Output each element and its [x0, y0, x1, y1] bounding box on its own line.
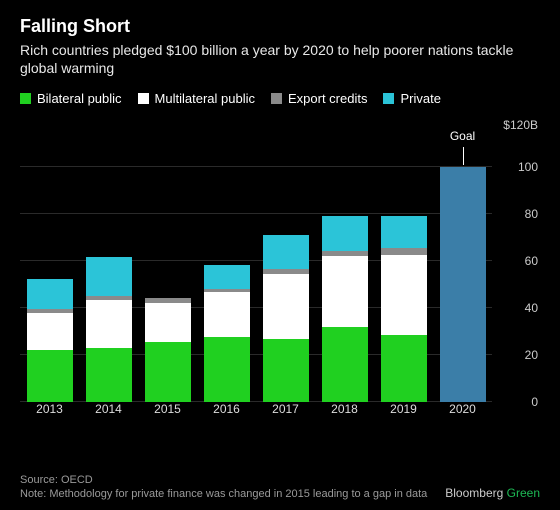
bar-segment	[86, 257, 132, 296]
legend-label: Multilateral public	[155, 91, 255, 106]
brand-accent: Green	[507, 486, 540, 500]
bar-segment	[263, 235, 309, 269]
bars: Goal	[20, 120, 492, 402]
legend-item: Private	[383, 91, 440, 106]
x-tick-label: 2019	[381, 402, 427, 420]
plot: Goal	[20, 120, 492, 402]
legend-label: Bilateral public	[37, 91, 122, 106]
goal-tick	[463, 147, 464, 165]
chart-subtitle: Rich countries pledged $100 billion a ye…	[20, 41, 540, 77]
chart-title: Falling Short	[20, 16, 540, 37]
legend-item: Export credits	[271, 91, 367, 106]
bar-segment	[381, 335, 427, 403]
legend: Bilateral public Multilateral public Exp…	[20, 91, 540, 106]
x-axis: 2013 2014 2015 2016 2017 2018 2019 2020	[20, 402, 492, 420]
x-tick-label: 2017	[263, 402, 309, 420]
goal-label: Goal	[450, 129, 475, 143]
bar-segment	[322, 327, 368, 402]
bar-segment	[263, 274, 309, 339]
bar-column	[322, 216, 368, 402]
legend-item: Multilateral public	[138, 91, 255, 106]
chart-card: Falling Short Rich countries pledged $10…	[0, 0, 560, 510]
legend-swatch	[138, 93, 149, 104]
bar-segment	[381, 216, 427, 249]
goal-bar	[440, 167, 486, 402]
bar-column	[381, 216, 427, 403]
legend-swatch	[383, 93, 394, 104]
bar-column: Goal	[440, 167, 486, 402]
footer: Source: OECD Note: Methodology for priva…	[20, 474, 540, 500]
brand: Bloomberg Green	[445, 486, 540, 500]
bar-segment	[381, 255, 427, 335]
x-tick-label: 2014	[86, 402, 132, 420]
brand-main: Bloomberg	[445, 486, 503, 500]
source-text: Source: OECD	[20, 474, 540, 486]
bar-column	[263, 235, 309, 402]
y-tick-label: 0	[496, 395, 538, 409]
bar-segment	[86, 300, 132, 348]
x-tick-label: 2016	[204, 402, 250, 420]
legend-swatch	[20, 93, 31, 104]
bar-segment	[322, 256, 368, 328]
legend-item: Bilateral public	[20, 91, 122, 106]
bar-segment	[322, 216, 368, 251]
legend-swatch	[271, 93, 282, 104]
bar-segment	[27, 350, 73, 403]
bar-segment	[204, 292, 250, 336]
bar-column	[204, 265, 250, 402]
bar-column	[27, 279, 73, 402]
bar-column	[86, 257, 132, 402]
bar-segment	[204, 337, 250, 403]
chart-area: $120B Goal 20132014201520162017201820192…	[20, 120, 540, 420]
x-tick-label: 2018	[322, 402, 368, 420]
legend-label: Private	[400, 91, 440, 106]
bar-segment	[263, 339, 309, 402]
bar-segment	[145, 342, 191, 403]
y-axis-label-top: $120B	[503, 118, 538, 132]
x-tick-label: 2020	[440, 402, 486, 420]
y-tick-label: 20	[496, 348, 538, 362]
legend-label: Export credits	[288, 91, 367, 106]
bar-column	[145, 298, 191, 403]
bar-segment	[27, 313, 73, 349]
bar-segment	[27, 279, 73, 309]
bar-segment	[86, 348, 132, 402]
x-tick-label: 2013	[27, 402, 73, 420]
x-tick-label: 2015	[145, 402, 191, 420]
y-tick-label: 100	[496, 160, 538, 174]
bar-segment	[145, 303, 191, 341]
y-tick-label: 80	[496, 207, 538, 221]
y-tick-label: 60	[496, 254, 538, 268]
bar-segment	[204, 265, 250, 289]
y-tick-label: 40	[496, 301, 538, 315]
